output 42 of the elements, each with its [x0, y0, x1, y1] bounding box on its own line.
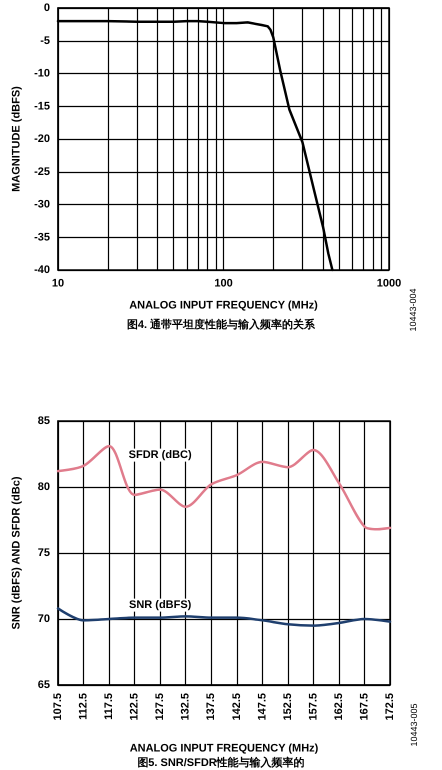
line-series: [56, 444, 392, 530]
y-tick-label: 75: [38, 547, 50, 559]
y-tick-label: 80: [38, 481, 50, 493]
x-axis-title: ANALOG INPUT FREQUENCY (MHz): [130, 742, 319, 754]
x-tick-label: 137.5: [205, 693, 218, 721]
x-tick-label: 167.5: [358, 693, 370, 721]
series-label: SNR (dBFS): [128, 599, 192, 612]
x-tick-label: 147.5: [256, 693, 268, 721]
text: 10443-004: [408, 288, 418, 332]
x-tick-label: 122.5: [128, 693, 141, 721]
x-tick-label: 1000: [376, 278, 402, 290]
y-tick-label: -25: [34, 166, 50, 178]
y-tick-label: -10: [34, 68, 50, 80]
caption: 图5. SNR/SFDR性能与输入频率的: [137, 756, 305, 769]
x-tick-label: 10: [52, 278, 64, 290]
y-tick-label: 85: [38, 415, 50, 427]
y-tick-label: -40: [34, 264, 50, 276]
y-tick-label: 65: [38, 679, 50, 691]
y-tick-label: -35: [34, 231, 50, 244]
x-tick-label: 172.5: [384, 693, 396, 721]
x-tick-label: 162.5: [332, 693, 345, 721]
x-tick-label: 132.5: [180, 693, 192, 721]
x-tick-label: 112.5: [78, 693, 90, 720]
x-tick-label: 127.5: [154, 693, 166, 721]
y-tick-label: 70: [38, 613, 50, 625]
x-tick-label: 152.5: [282, 693, 294, 721]
caption: 图4. 通带平坦度性能与输入频率的关系: [126, 318, 316, 331]
y-axis-title: MAGNITUDE (dBFS): [10, 86, 22, 192]
y-tick-label: -20: [34, 133, 50, 145]
y-tick-label: 0: [44, 2, 50, 14]
x-tick-label: 157.5: [307, 693, 320, 721]
y-axis-title: SNR (dBFS) AND SFDR (dBc): [10, 476, 22, 630]
x-tick-label: 107.5: [52, 693, 64, 721]
text: 10443-005: [409, 703, 419, 747]
y-tick-label: -15: [34, 100, 50, 112]
x-tick-label: 142.5: [230, 693, 243, 721]
x-tick-label: 100: [214, 278, 233, 290]
x-axis-title: ANALOG INPUT FREQUENCY (MHz): [129, 300, 318, 312]
series-label: SFDR (dBC): [128, 449, 192, 462]
y-tick-label: -30: [34, 198, 50, 210]
x-tick-label: 117.5: [103, 693, 116, 720]
y-tick-label: -5: [40, 34, 50, 47]
